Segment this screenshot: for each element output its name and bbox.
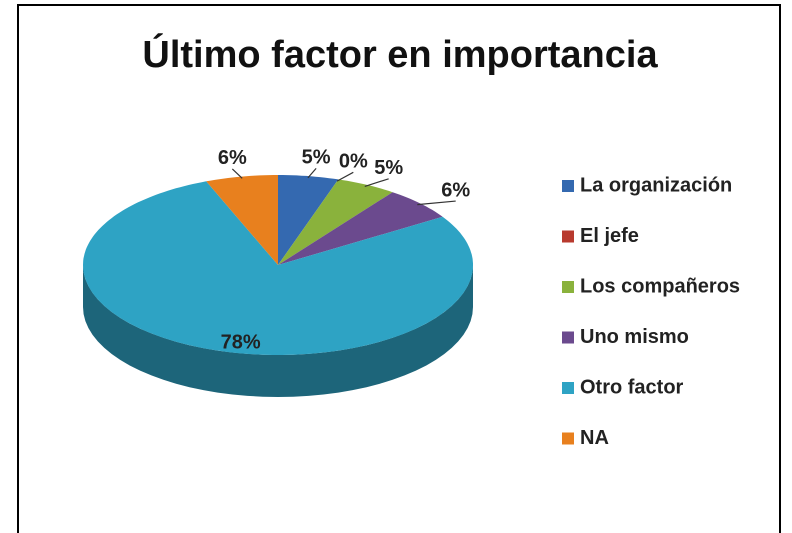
chart-title: Último factor en importancia xyxy=(142,32,658,76)
data-label: 5% xyxy=(302,147,331,169)
data-label: 5% xyxy=(374,157,403,179)
slice-side xyxy=(83,265,473,397)
legend-swatch xyxy=(562,432,574,445)
legend-swatch xyxy=(562,281,574,293)
data-label: 6% xyxy=(218,147,247,169)
legend-label: Uno mismo xyxy=(580,326,689,348)
slice xyxy=(278,192,443,265)
slice xyxy=(278,179,393,265)
legend-swatch xyxy=(562,230,574,243)
slice xyxy=(83,181,473,355)
legend-label: Los compañeros xyxy=(580,275,740,297)
data-label: 0% xyxy=(339,151,368,173)
leader-line xyxy=(307,167,317,179)
slice xyxy=(278,175,339,265)
legend: La organización El jefe Los compañeros Uno … xyxy=(562,174,740,449)
leader-line xyxy=(364,178,389,187)
legend-label: Otro factor xyxy=(580,376,684,398)
leader-line xyxy=(231,168,243,179)
data-label: 6% xyxy=(441,179,470,201)
pie: 5% 0% 5% 6% 78% 6% xyxy=(83,147,473,397)
legend-swatch xyxy=(562,331,574,344)
leader-line xyxy=(417,200,456,206)
legend-label: La organización xyxy=(580,174,732,196)
leader-line xyxy=(336,171,354,182)
legend-swatch xyxy=(562,180,574,192)
data-label: 78% xyxy=(221,332,261,354)
slice xyxy=(206,175,278,265)
legend-label: El jefe xyxy=(580,225,639,247)
legend-label: NA xyxy=(580,427,609,449)
legend-swatch xyxy=(562,382,574,394)
